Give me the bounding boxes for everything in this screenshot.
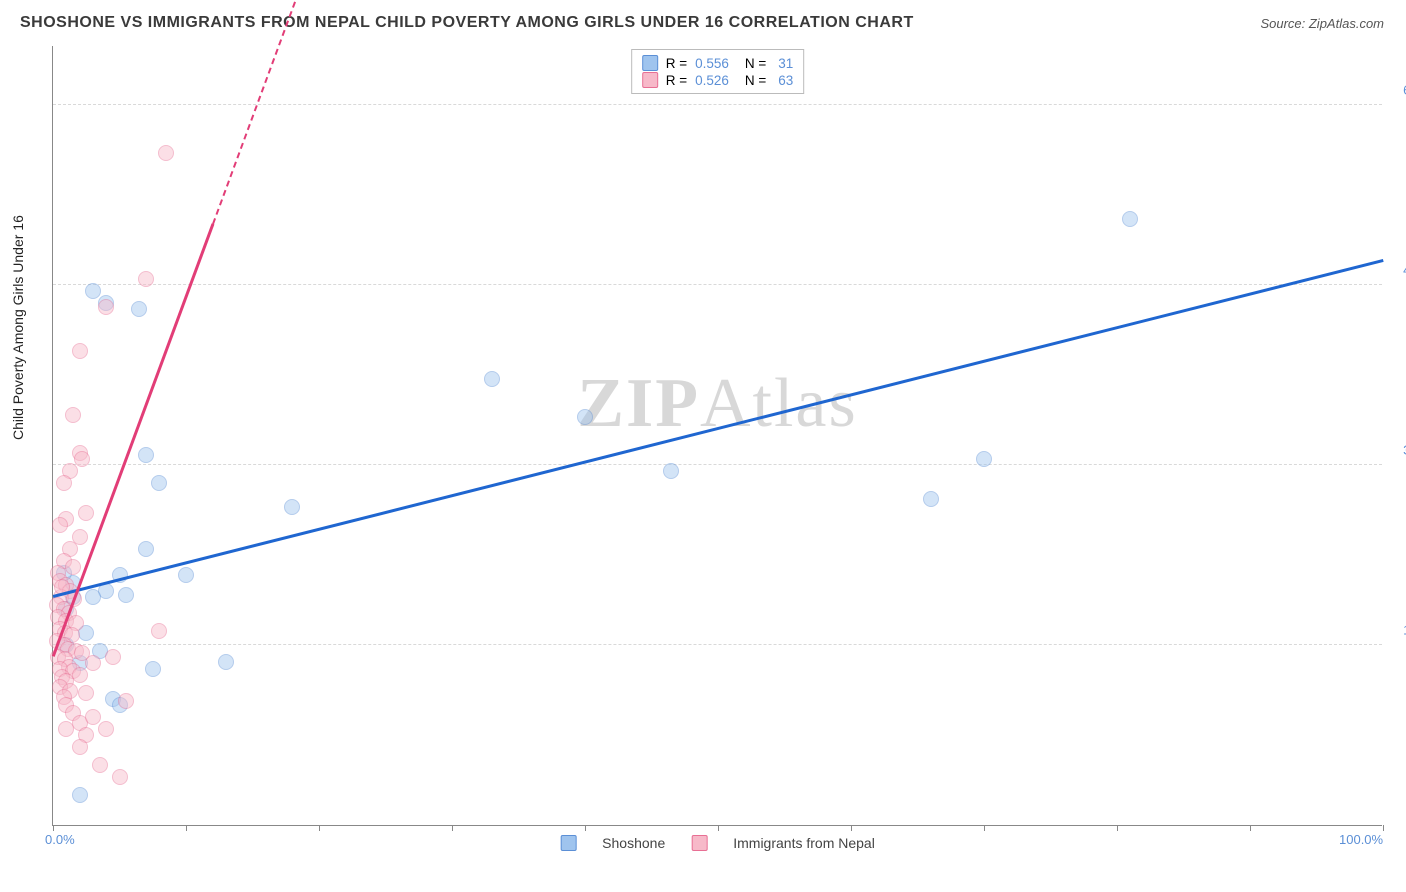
gridline (53, 644, 1382, 645)
data-point (65, 559, 81, 575)
legend-swatch-shoshone (560, 835, 576, 851)
x-tick (452, 825, 453, 831)
data-point (56, 475, 72, 491)
data-point (131, 301, 147, 317)
data-point (92, 757, 108, 773)
legend-row-nepal: R = 0.526 N = 63 (642, 72, 794, 88)
legend-n-label: N = (745, 56, 766, 71)
legend-correlation: R = 0.556 N = 31 R = 0.526 N = 63 (631, 49, 805, 94)
legend-r-label: R = (666, 73, 687, 88)
data-point (74, 451, 90, 467)
data-point (85, 589, 101, 605)
data-point (112, 769, 128, 785)
data-point (118, 693, 134, 709)
data-point (85, 283, 101, 299)
trend-line (212, 0, 320, 224)
data-point (145, 661, 161, 677)
data-point (72, 787, 88, 803)
x-tick (1383, 825, 1384, 831)
legend-r-value-1: 0.526 (695, 73, 729, 88)
data-point (577, 409, 593, 425)
data-point (484, 371, 500, 387)
legend-series: Shoshone Immigrants from Nepal (560, 835, 875, 851)
watermark-bold: ZIP (577, 365, 700, 442)
legend-n-label: N = (745, 73, 766, 88)
plot-area: ZIPAtlas R = 0.556 N = 31 R = 0.526 N = … (52, 46, 1382, 826)
data-point (218, 654, 234, 670)
x-tick (319, 825, 320, 831)
data-point (52, 517, 68, 533)
data-point (85, 709, 101, 725)
y-axis-label: Child Poverty Among Girls Under 16 (10, 215, 26, 440)
data-point (138, 271, 154, 287)
x-tick (718, 825, 719, 831)
data-point (151, 623, 167, 639)
legend-n-value-1: 63 (778, 73, 793, 88)
data-point (976, 451, 992, 467)
data-point (284, 499, 300, 515)
x-tick-label: 0.0% (45, 832, 75, 847)
legend-r-label: R = (666, 56, 687, 71)
x-tick (186, 825, 187, 831)
data-point (118, 587, 134, 603)
gridline (53, 104, 1382, 105)
x-tick (585, 825, 586, 831)
legend-swatch-nepal (642, 72, 658, 88)
x-tick (1117, 825, 1118, 831)
source-label: Source: ZipAtlas.com (1260, 16, 1384, 31)
data-point (105, 649, 121, 665)
x-tick (1250, 825, 1251, 831)
data-point (138, 541, 154, 557)
trend-line (53, 259, 1384, 597)
data-point (72, 739, 88, 755)
legend-row-shoshone: R = 0.556 N = 31 (642, 55, 794, 71)
legend-label-shoshone: Shoshone (602, 835, 665, 851)
data-point (663, 463, 679, 479)
x-tick (984, 825, 985, 831)
data-point (98, 299, 114, 315)
data-point (178, 567, 194, 583)
legend-swatch-shoshone (642, 55, 658, 71)
data-point (65, 407, 81, 423)
x-tick (851, 825, 852, 831)
legend-swatch-nepal (691, 835, 707, 851)
x-tick (53, 825, 54, 831)
legend-label-nepal: Immigrants from Nepal (733, 835, 875, 851)
data-point (72, 667, 88, 683)
data-point (72, 343, 88, 359)
gridline (53, 464, 1382, 465)
data-point (78, 505, 94, 521)
data-point (138, 447, 154, 463)
data-point (158, 145, 174, 161)
data-point (98, 721, 114, 737)
x-tick-label: 100.0% (1339, 832, 1383, 847)
data-point (58, 721, 74, 737)
watermark-thin: Atlas (700, 365, 858, 442)
data-point (1122, 211, 1138, 227)
data-point (85, 655, 101, 671)
data-point (923, 491, 939, 507)
gridline (53, 284, 1382, 285)
data-point (78, 685, 94, 701)
legend-n-value-0: 31 (778, 56, 793, 71)
legend-r-value-0: 0.556 (695, 56, 729, 71)
chart-title: SHOSHONE VS IMMIGRANTS FROM NEPAL CHILD … (20, 14, 914, 32)
data-point (151, 475, 167, 491)
